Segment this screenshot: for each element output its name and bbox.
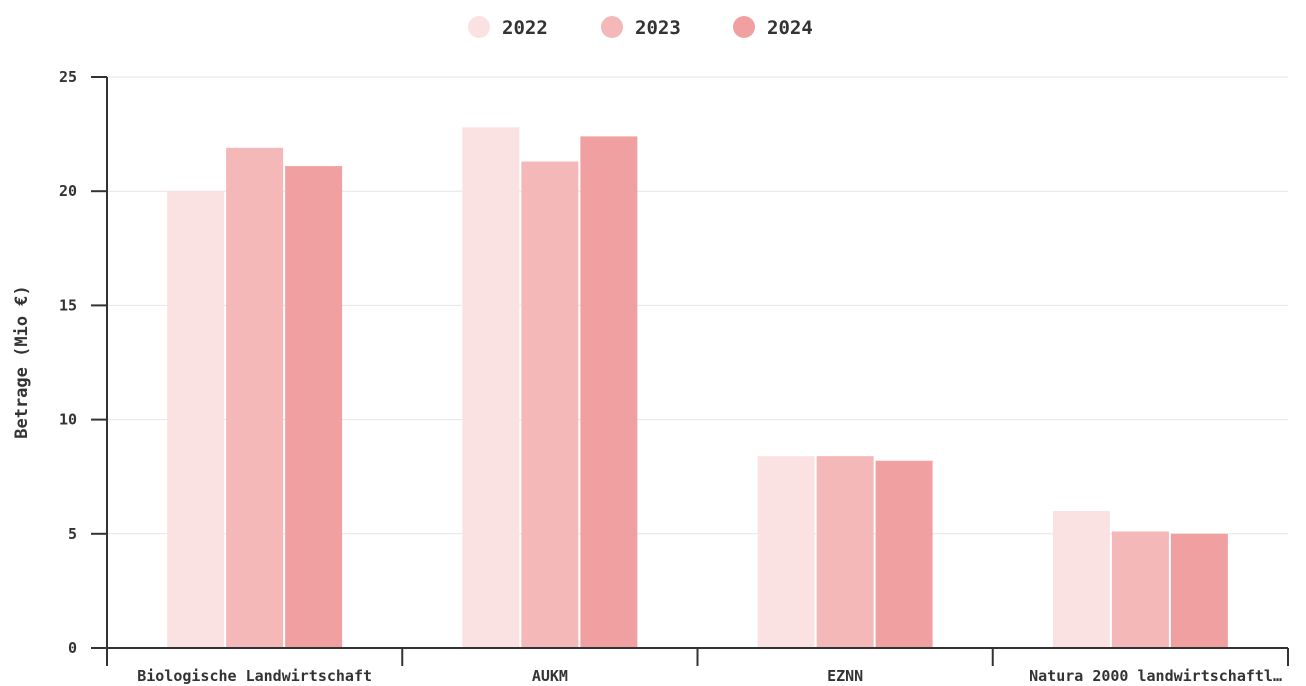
bar-2022-2[interactable] bbox=[757, 456, 815, 648]
bars bbox=[167, 127, 1228, 649]
bar-2024-2[interactable] bbox=[875, 460, 933, 648]
bar-2024-1[interactable] bbox=[580, 136, 638, 648]
x-ticks: Biologische Landwirtschaft AUKM EZNN Natura… bbox=[106, 648, 1289, 685]
bar-2023-0[interactable] bbox=[226, 147, 284, 648]
bar-2022-3[interactable] bbox=[1052, 510, 1110, 648]
y-tick-label: 5 bbox=[68, 525, 77, 543]
y-tick-label: 25 bbox=[59, 68, 77, 86]
legend: 2022 2023 2024 bbox=[468, 16, 813, 39]
x-tick-label: Natura 2000 landwirtschaftl… bbox=[1029, 667, 1282, 685]
bar-2023-2[interactable] bbox=[816, 456, 874, 648]
bar-2023-3[interactable] bbox=[1111, 531, 1169, 648]
legend-label-2023[interactable]: 2023 bbox=[635, 17, 681, 39]
y-ticks: 0 5 10 15 20 25 bbox=[59, 68, 107, 657]
legend-swatch-2024[interactable] bbox=[733, 16, 755, 38]
legend-label-2022[interactable]: 2022 bbox=[502, 17, 548, 39]
bar-2024-3[interactable] bbox=[1170, 533, 1228, 648]
legend-label-2024[interactable]: 2024 bbox=[767, 17, 813, 39]
y-tick-label: 20 bbox=[59, 182, 77, 200]
bar-2024-0[interactable] bbox=[285, 166, 343, 649]
gridlines bbox=[107, 76, 1288, 535]
y-tick-label: 0 bbox=[68, 639, 77, 657]
bar-2022-1[interactable] bbox=[462, 127, 520, 649]
x-tick-label: EZNN bbox=[827, 667, 863, 685]
legend-swatch-2023[interactable] bbox=[601, 16, 623, 38]
bar-2023-1[interactable] bbox=[521, 161, 579, 648]
axes bbox=[106, 77, 1288, 650]
x-tick-label: AUKM bbox=[532, 667, 568, 685]
x-tick-label: Biologische Landwirtschaft bbox=[137, 667, 372, 685]
legend-swatch-2022[interactable] bbox=[468, 16, 490, 38]
y-axis-title: Betrage (Mio €) bbox=[12, 285, 32, 439]
y-tick-label: 10 bbox=[59, 411, 77, 429]
y-tick-label: 15 bbox=[59, 296, 77, 314]
bar-2022-0[interactable] bbox=[167, 191, 225, 648]
